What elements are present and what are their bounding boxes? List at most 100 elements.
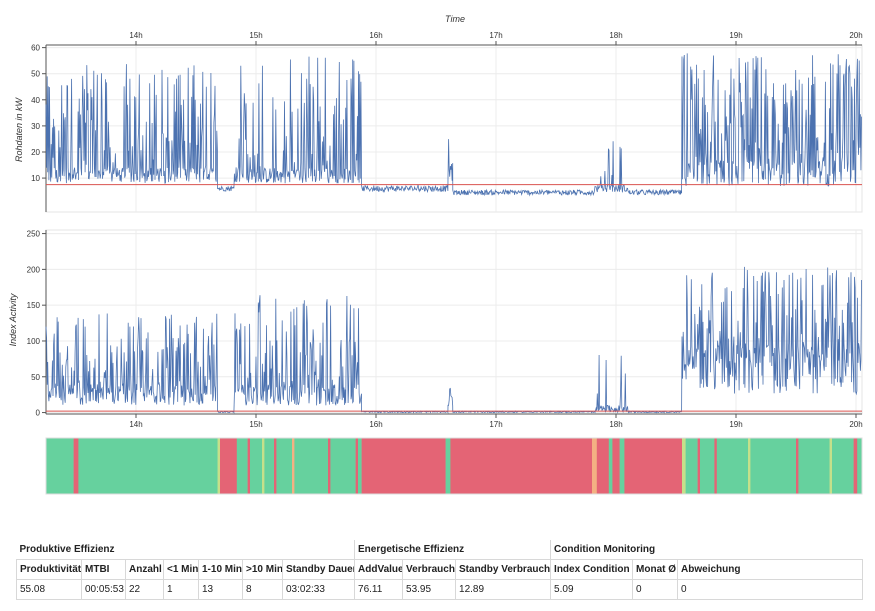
dashboard-charts: Time Rohdaten in kW Index Activity 14h 15… — [8, 14, 863, 495]
state-band-active — [750, 438, 797, 494]
x-tick-label: 18h — [609, 420, 622, 429]
kpi-group-row: Produktive Effizienz Energetische Effizi… — [16, 540, 863, 560]
x-tick-label: 20h — [849, 420, 862, 429]
kpi-col-header: >10 Min — [242, 559, 283, 580]
kpi-value-cell: 03:02:33 — [281, 579, 356, 600]
kpi-col-header: Abweichung — [677, 559, 864, 580]
x-tick-label: 14h — [129, 31, 142, 40]
state-band-active — [608, 438, 613, 494]
state-band-idle — [714, 438, 718, 494]
x-tick-label: 14h — [129, 420, 142, 429]
state-band-active — [264, 438, 275, 494]
x-tick-label: 20h — [849, 31, 862, 40]
x-tick-label: 19h — [729, 420, 742, 429]
kpi-value-cell: 00:05:53 — [81, 579, 126, 600]
state-band-active — [250, 438, 263, 494]
state-band-active — [78, 438, 218, 494]
state-band-idle — [612, 438, 620, 494]
kpi-value-cell: 55.08 — [16, 579, 82, 600]
state-band-marginal — [217, 438, 221, 494]
series-line — [45, 266, 862, 414]
state-band-active — [358, 438, 362, 494]
y-tick-label: 10 — [31, 174, 40, 183]
state-band-marginal — [262, 438, 265, 494]
state-band-active — [857, 438, 863, 494]
kpi-col-header: Standby Verbrauch — [455, 559, 552, 580]
kpi-table: Produktive Effizienz Energetische Effizi… — [16, 540, 864, 600]
state-band-marginal — [682, 438, 686, 494]
state-band-frame — [45, 437, 863, 495]
y-tick-label: 100 — [27, 337, 41, 346]
kpi-value-cell: 13 — [198, 579, 243, 600]
x-tick-label: 17h — [489, 420, 502, 429]
state-band-idle — [853, 438, 858, 494]
state-band-active — [46, 438, 74, 494]
y-tick-label: 0 — [36, 409, 41, 418]
state-band-marginal — [748, 438, 751, 494]
state-band-active — [619, 438, 625, 494]
kpi-group-produktive: Produktive Effizienz — [16, 540, 355, 560]
x-tick-label: 19h — [729, 31, 742, 40]
state-band-idle — [624, 438, 683, 494]
kpi-value-row: 55.08 00:05:53 22 1 13 8 03:02:33 76.11 … — [16, 579, 864, 600]
state-band-active — [798, 438, 830, 494]
kpi-value-cell: 12.89 — [455, 579, 552, 600]
y-axis-title-power: Rohdaten in kW — [14, 96, 24, 162]
state-band-active — [276, 438, 293, 494]
state-band-transition — [592, 438, 598, 494]
plot-area — [45, 229, 863, 415]
x-tick-label: 18h — [609, 31, 622, 40]
state-band-active — [294, 438, 329, 494]
state-band-transition — [292, 438, 295, 494]
state-band-idle — [697, 438, 701, 494]
state-band-idle — [355, 438, 359, 494]
state-band-active — [716, 438, 749, 494]
series-line — [45, 53, 862, 197]
kpi-value-cell: 0 — [632, 579, 679, 600]
kpi-value-cell: 1 — [163, 579, 199, 600]
state-band-active — [445, 438, 451, 494]
kpi-col-header: AddValue — [354, 559, 404, 580]
kpi-group-condition: Condition Monitoring — [550, 540, 863, 560]
kpi-value-cell: 8 — [242, 579, 283, 600]
kpi-col-header: MTBI — [81, 559, 126, 580]
state-band-idle — [361, 438, 446, 494]
x-axis-title: Time — [445, 14, 465, 24]
activity-chart: 14h 15h 16h 17h 18h 19h 20h 0 50 100 150 200 250 — [27, 229, 863, 429]
state-band-active — [685, 438, 698, 494]
state-band-idle — [220, 438, 238, 494]
y-tick-label: 30 — [31, 122, 40, 131]
state-band-idle — [247, 438, 251, 494]
kpi-col-header: Produktivität — [16, 559, 82, 580]
y-tick-label: 50 — [31, 373, 40, 382]
state-band-active — [700, 438, 715, 494]
y-tick-label: 50 — [31, 70, 40, 79]
kpi-value-cell: 5.09 — [550, 579, 634, 600]
state-band-idle — [328, 438, 331, 494]
x-tick-label: 17h — [489, 31, 502, 40]
kpi-col-header: 1-10 Min — [198, 559, 243, 580]
state-band-chart — [45, 437, 863, 495]
y-tick-label: 60 — [31, 44, 40, 53]
state-band-active — [330, 438, 356, 494]
kpi-header-row: Produktivität MTBI Anzahl <1 Min 1-10 Mi… — [16, 559, 864, 580]
x-tick-label: 15h — [249, 31, 262, 40]
kpi-value-cell: 53.95 — [402, 579, 457, 600]
y-axis-title-activity: Index Activity — [8, 293, 18, 346]
kpi-col-header: Monat Ø — [632, 559, 679, 580]
y-tick-label: 250 — [27, 230, 41, 239]
kpi-value-cell: 0 — [677, 579, 864, 600]
x-tick-label: 15h — [249, 420, 262, 429]
y-tick-label: 20 — [31, 148, 40, 157]
kpi-col-header: Standby Dauer — [281, 559, 356, 580]
state-band-active — [832, 438, 854, 494]
kpi-value-cell: 22 — [125, 579, 164, 600]
state-band-idle — [274, 438, 277, 494]
state-band-idle — [450, 438, 593, 494]
y-tick-label: 150 — [27, 301, 41, 310]
state-band-idle — [73, 438, 79, 494]
state-band-idle — [596, 438, 610, 494]
kpi-value-cell: 76.11 — [354, 579, 404, 600]
state-band-active — [236, 438, 248, 494]
y-tick-label: 200 — [27, 265, 41, 274]
